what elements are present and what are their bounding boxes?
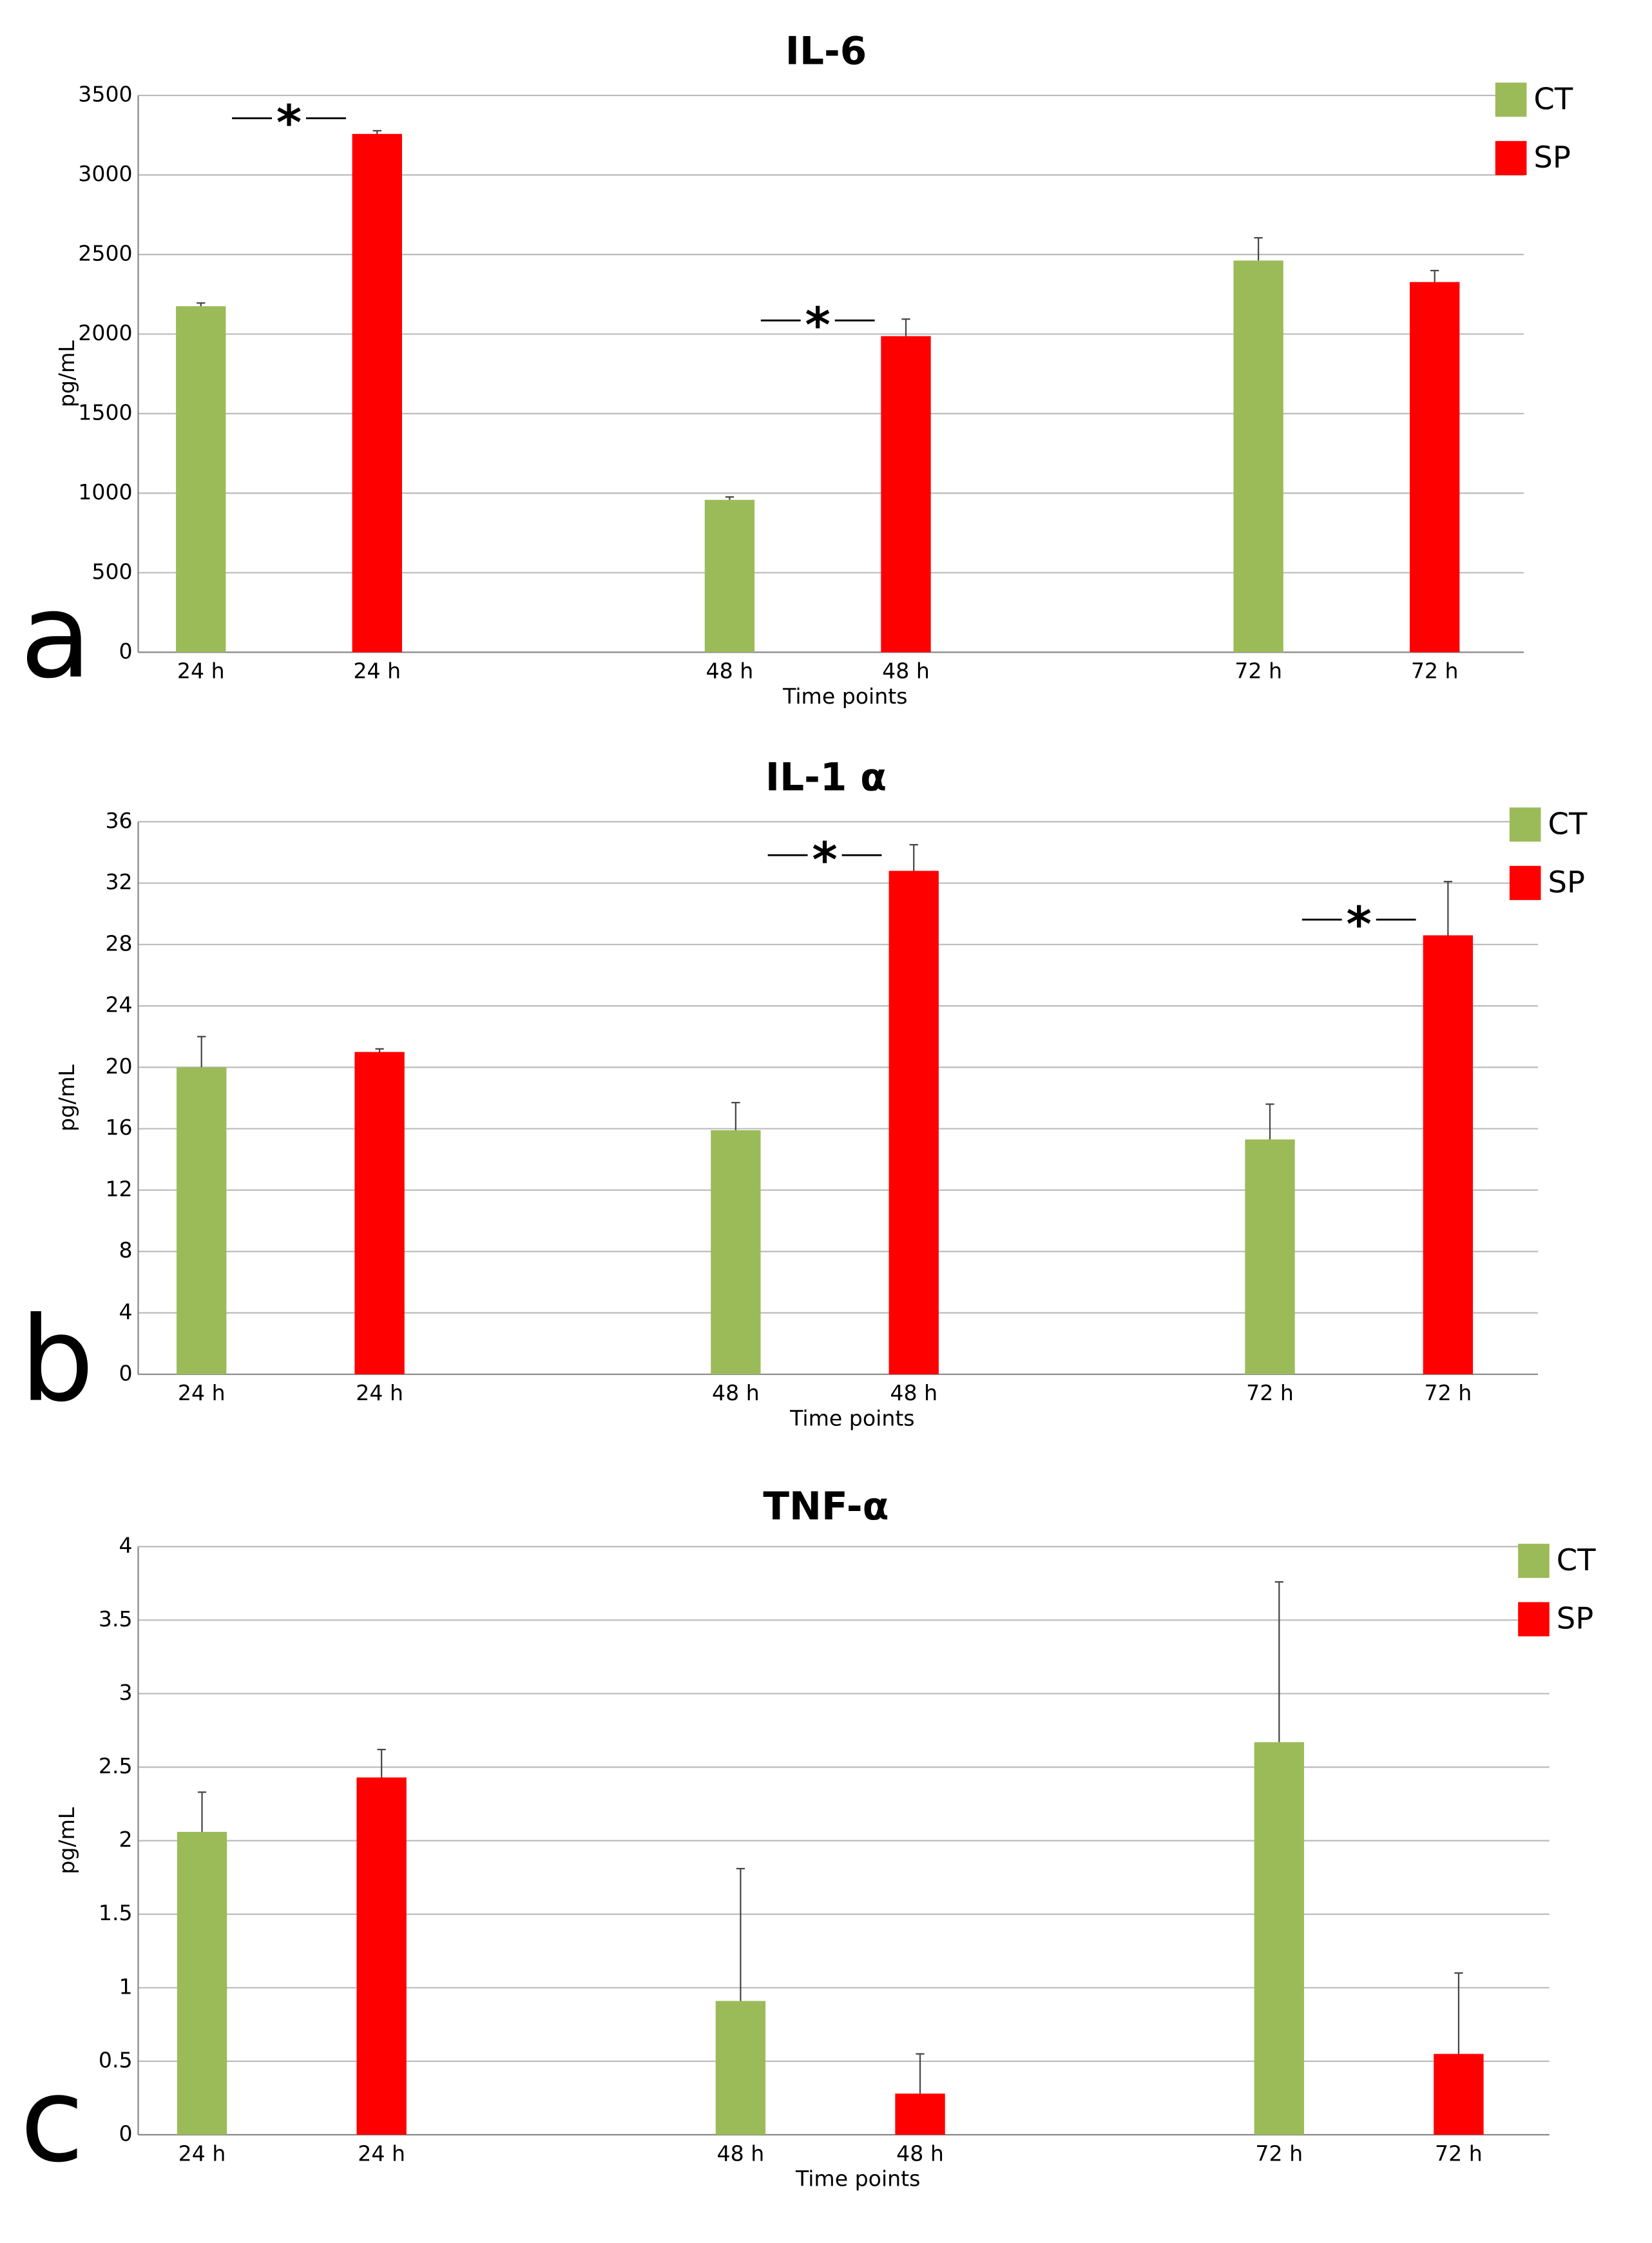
y-tick-label: 2.5	[99, 1753, 133, 1778]
y-tick-label: 1.5	[99, 1900, 133, 1925]
y-tick-label: 1500	[78, 400, 132, 425]
bar	[715, 2001, 766, 2135]
legend-label: SP	[1557, 1601, 1593, 1636]
x-tick-label: 72 h	[1234, 659, 1282, 684]
bar	[704, 499, 755, 653]
bar	[177, 1831, 227, 2135]
y-tick-label: 4	[119, 1533, 133, 1558]
bar	[356, 1777, 407, 2135]
bar	[711, 1130, 761, 1374]
x-tick-label: 72 h	[1246, 1380, 1294, 1405]
y-tick-label: 1	[119, 1974, 133, 1999]
legend-label: CT	[1557, 1543, 1596, 1577]
y-axis-label: pg/mL	[54, 340, 79, 408]
legend-swatch	[1518, 1602, 1550, 1637]
chart-title: TNF-α	[763, 1485, 888, 1529]
x-tick-label: 24 h	[353, 659, 401, 684]
panel-label: c	[20, 2052, 84, 2188]
bar	[1434, 2054, 1484, 2135]
x-tick-label: 48 h	[882, 659, 930, 684]
y-tick-label: 1000	[78, 479, 132, 505]
y-axis-label: pg/mL	[54, 1807, 79, 1874]
y-tick-label: 8	[119, 1238, 133, 1263]
panel-label: b	[20, 1292, 94, 1428]
y-tick-label: 2	[119, 1827, 133, 1852]
y-tick-label: 500	[91, 559, 132, 584]
bar	[354, 1052, 405, 1374]
y-tick-label: 0	[119, 639, 133, 664]
y-tick-label: 28	[105, 930, 132, 956]
x-tick-label: 24 h	[356, 1380, 403, 1405]
legend-swatch	[1518, 1543, 1550, 1578]
significance-marker: *	[1347, 896, 1372, 952]
legend-label: CT	[1533, 81, 1573, 116]
y-tick-label: 0.5	[99, 2047, 133, 2072]
significance-marker: *	[805, 296, 831, 353]
x-axis-label: Time points	[795, 2166, 920, 2191]
y-tick-label: 12	[105, 1176, 132, 1201]
legend-label: SP	[1548, 865, 1585, 900]
y-tick-label: 0	[119, 2121, 133, 2146]
y-tick-label: 24	[105, 992, 132, 1017]
bar	[177, 1067, 227, 1374]
panel-label: a	[20, 568, 91, 704]
legend-label: CT	[1548, 806, 1588, 841]
bar	[352, 133, 402, 653]
x-tick-label: 24 h	[358, 2141, 405, 2166]
y-tick-label: 36	[105, 808, 132, 833]
y-axis-label: pg/mL	[54, 1064, 79, 1132]
y-tick-label: 3000	[78, 161, 132, 186]
x-tick-label: 72 h	[1435, 2141, 1483, 2166]
x-tick-label: 48 h	[890, 1380, 937, 1405]
y-tick-label: 20	[105, 1054, 132, 1079]
y-tick-label: 2500	[78, 240, 132, 265]
y-tick-label: 2000	[78, 320, 132, 345]
x-tick-label: 24 h	[178, 1380, 226, 1405]
x-tick-label: 72 h	[1255, 2141, 1303, 2166]
bar	[1410, 282, 1460, 653]
y-tick-label: 16	[105, 1115, 132, 1140]
y-tick-label: 3500	[78, 82, 132, 107]
x-tick-label: 48 h	[712, 1380, 760, 1405]
x-tick-label: 48 h	[717, 2141, 765, 2166]
y-tick-label: 32	[105, 869, 132, 894]
bar	[895, 2094, 945, 2135]
bar	[1254, 1742, 1304, 2135]
chart-title: IL-6	[785, 29, 867, 73]
bar	[881, 336, 931, 653]
significance-marker: *	[812, 831, 837, 888]
legend-swatch	[1509, 865, 1541, 900]
y-tick-label: 0	[119, 1360, 133, 1385]
x-tick-label: 72 h	[1425, 1380, 1472, 1405]
y-tick-label: 3	[119, 1680, 133, 1705]
y-tick-label: 3.5	[99, 1606, 133, 1632]
significance-marker: *	[276, 95, 302, 151]
bar	[1423, 935, 1474, 1374]
bar	[888, 871, 939, 1374]
legend-swatch	[1509, 807, 1541, 842]
bar	[1245, 1139, 1295, 1374]
legend-swatch	[1495, 140, 1527, 175]
legend-swatch	[1495, 82, 1527, 117]
x-tick-label: 48 h	[706, 659, 754, 684]
x-tick-label: 24 h	[178, 2141, 226, 2166]
y-tick-label: 4	[119, 1299, 133, 1324]
x-axis-label: Time points	[782, 684, 907, 709]
x-tick-label: 48 h	[896, 2141, 944, 2166]
bar	[1233, 260, 1283, 653]
legend-label: SP	[1533, 140, 1570, 175]
chart-title: IL-1 α	[765, 756, 887, 800]
bar	[176, 306, 226, 653]
x-axis-label: Time points	[789, 1405, 914, 1430]
x-tick-label: 24 h	[177, 659, 225, 684]
x-tick-label: 72 h	[1411, 659, 1459, 684]
